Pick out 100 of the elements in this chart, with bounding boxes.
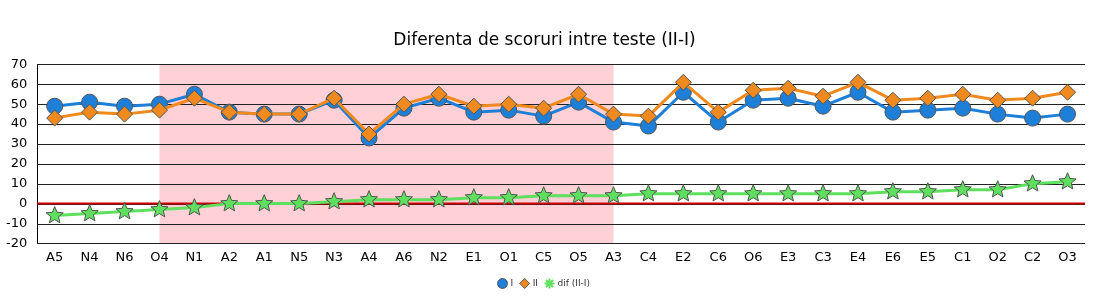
point (430, 85, 448, 103)
point (46, 109, 64, 127)
point (989, 105, 1007, 123)
point (116, 105, 134, 123)
x-tick-label: E6 (884, 248, 902, 264)
point (1024, 89, 1042, 107)
x-tick-label: O3 (1058, 248, 1077, 264)
point (883, 182, 902, 200)
x-tick-label: A6 (395, 248, 413, 264)
y-tick-label: 60 (10, 75, 28, 91)
point (81, 103, 99, 121)
point (150, 101, 168, 119)
point (814, 87, 832, 105)
x-tick-label: E5 (919, 248, 937, 264)
point (604, 186, 623, 204)
point (919, 89, 937, 107)
point (394, 190, 414, 208)
y-tick-label: -10 (6, 214, 28, 230)
x-tick-label: O1 (499, 248, 518, 264)
point (639, 107, 657, 125)
point (220, 194, 239, 212)
point (953, 180, 972, 198)
x-tick-label: E1 (465, 248, 483, 264)
point (605, 105, 623, 123)
point (709, 184, 728, 202)
point (954, 99, 972, 117)
chart-title: Diferenta de scoruri intre teste (II-I) (393, 28, 696, 49)
point (429, 190, 448, 208)
point (744, 184, 763, 202)
point (325, 192, 344, 210)
point (534, 186, 553, 204)
x-tick-label: O5 (569, 248, 588, 264)
y-tick-label: 10 (10, 175, 28, 191)
point (499, 188, 518, 206)
point (185, 198, 204, 216)
point (744, 81, 762, 99)
point (1059, 105, 1077, 123)
y-tick-label: 30 (10, 135, 28, 151)
x-tick-label: C3 (814, 248, 832, 264)
point (1023, 174, 1042, 192)
y-tick-label: 0 (18, 195, 28, 210)
x-tick-label: O6 (743, 248, 763, 264)
point (395, 95, 413, 113)
y-tick-label: 50 (10, 95, 28, 111)
point (988, 180, 1007, 198)
x-tick-label: E3 (779, 248, 797, 264)
y-tick-label: -20 (6, 234, 28, 250)
point (535, 99, 553, 117)
y-tick-label: 70 (10, 55, 28, 71)
x-tick-label: C2 (1023, 248, 1042, 264)
x-tick-label: A4 (360, 248, 378, 264)
point (150, 200, 169, 218)
point (1058, 172, 1077, 190)
point (570, 85, 588, 103)
point (849, 73, 867, 91)
x-tick-label: N6 (115, 248, 134, 264)
legend-label: I (510, 277, 514, 288)
x-tick-label: A5 (46, 248, 64, 264)
x-tick-label: C1 (954, 248, 972, 264)
y-tick-label: 40 (10, 115, 28, 131)
point (674, 184, 693, 202)
x-tick-label: O4 (150, 248, 169, 264)
point (465, 97, 483, 115)
x-tick-label: C5 (534, 248, 553, 264)
point (359, 190, 379, 208)
point (674, 73, 692, 91)
point (255, 194, 274, 212)
point (115, 202, 134, 220)
point (884, 91, 902, 109)
point (709, 103, 727, 121)
point (290, 194, 309, 212)
x-tick-label: E2 (675, 248, 692, 264)
point (779, 79, 797, 97)
point (80, 204, 99, 222)
point (360, 125, 378, 143)
point (848, 184, 868, 202)
x-tick-label: N5 (290, 248, 309, 264)
point (779, 184, 798, 202)
x-tick-label: N4 (80, 248, 99, 264)
point (989, 91, 1007, 109)
x-tick-label: N3 (325, 248, 344, 264)
point (45, 206, 64, 224)
point (954, 85, 972, 103)
point (639, 184, 658, 202)
x-tick-label: A3 (604, 248, 623, 264)
legend-label: II (532, 277, 538, 288)
point (918, 182, 937, 200)
x-tick-label: C6 (709, 248, 727, 264)
point (464, 188, 483, 206)
point (185, 89, 203, 107)
x-tick-label: C4 (639, 248, 658, 264)
x-tick-label: A1 (255, 248, 273, 264)
point (1024, 109, 1042, 127)
point (814, 184, 833, 202)
x-tick-label: N2 (429, 248, 448, 264)
x-tick-label: A2 (220, 248, 238, 264)
x-tick-label: N1 (185, 248, 204, 264)
legend-label: dif (II-I) (557, 277, 590, 288)
x-tick-label: O2 (988, 248, 1007, 264)
point (500, 95, 518, 113)
